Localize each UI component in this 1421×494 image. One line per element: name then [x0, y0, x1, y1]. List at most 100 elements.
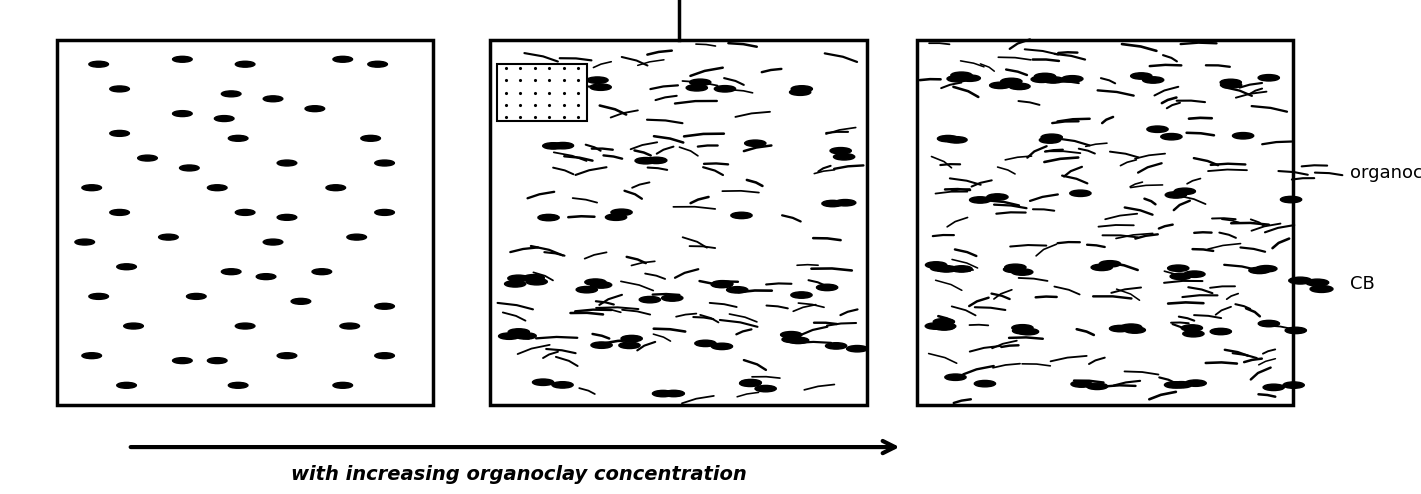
Ellipse shape [695, 340, 716, 347]
Ellipse shape [790, 89, 811, 95]
Ellipse shape [1285, 327, 1306, 333]
Ellipse shape [662, 295, 684, 301]
Text: organoclay: organoclay [1350, 164, 1421, 182]
Ellipse shape [375, 303, 395, 309]
Ellipse shape [333, 56, 352, 62]
Ellipse shape [523, 275, 544, 281]
Ellipse shape [959, 75, 980, 82]
Ellipse shape [710, 281, 732, 288]
Ellipse shape [605, 214, 627, 220]
Ellipse shape [1258, 320, 1279, 327]
Ellipse shape [1012, 325, 1033, 331]
Ellipse shape [936, 266, 956, 272]
Ellipse shape [117, 382, 136, 388]
Ellipse shape [109, 209, 129, 215]
Ellipse shape [934, 319, 955, 325]
Ellipse shape [645, 157, 666, 164]
Ellipse shape [186, 293, 206, 299]
Ellipse shape [834, 200, 855, 206]
Text: with increasing organoclay concentration: with increasing organoclay concentration [291, 465, 746, 484]
Ellipse shape [514, 333, 536, 339]
Ellipse shape [969, 197, 990, 203]
Ellipse shape [621, 335, 642, 342]
Ellipse shape [375, 353, 395, 359]
Ellipse shape [553, 142, 574, 149]
Ellipse shape [256, 274, 276, 280]
Ellipse shape [159, 234, 178, 240]
Ellipse shape [539, 214, 560, 221]
Bar [917, 40, 1293, 405]
Ellipse shape [925, 262, 946, 268]
Ellipse shape [138, 155, 158, 161]
Ellipse shape [1181, 325, 1202, 331]
Ellipse shape [951, 72, 972, 79]
Ellipse shape [543, 143, 564, 149]
Ellipse shape [277, 214, 297, 220]
Ellipse shape [591, 342, 612, 348]
Ellipse shape [222, 269, 242, 275]
Ellipse shape [715, 85, 736, 92]
Ellipse shape [215, 116, 234, 122]
Ellipse shape [499, 333, 520, 339]
Ellipse shape [639, 296, 661, 303]
Ellipse shape [1184, 271, 1205, 278]
Ellipse shape [75, 239, 95, 245]
Ellipse shape [82, 185, 101, 191]
Ellipse shape [277, 353, 297, 359]
Ellipse shape [931, 265, 952, 271]
Ellipse shape [1009, 83, 1030, 89]
Ellipse shape [1263, 384, 1285, 391]
Ellipse shape [1131, 73, 1152, 79]
Ellipse shape [782, 336, 803, 343]
Bar [490, 40, 867, 405]
Ellipse shape [1100, 261, 1121, 267]
Ellipse shape [1032, 76, 1053, 82]
Ellipse shape [652, 390, 674, 397]
Ellipse shape [1121, 324, 1141, 330]
Ellipse shape [1000, 78, 1022, 84]
Ellipse shape [1280, 196, 1302, 203]
Ellipse shape [1165, 192, 1187, 198]
Ellipse shape [587, 77, 608, 83]
Ellipse shape [791, 292, 811, 298]
Ellipse shape [726, 287, 747, 293]
Ellipse shape [1087, 383, 1108, 390]
Bar [57, 40, 433, 405]
Ellipse shape [1091, 264, 1113, 271]
Ellipse shape [591, 282, 611, 288]
Ellipse shape [1070, 190, 1091, 197]
Ellipse shape [504, 281, 526, 287]
Ellipse shape [740, 379, 762, 386]
Ellipse shape [90, 293, 108, 299]
Ellipse shape [1142, 77, 1164, 83]
Ellipse shape [938, 135, 959, 142]
Ellipse shape [306, 106, 324, 112]
Ellipse shape [780, 331, 801, 338]
Ellipse shape [791, 86, 813, 92]
Ellipse shape [1164, 382, 1185, 388]
Ellipse shape [946, 76, 968, 82]
Ellipse shape [590, 84, 611, 90]
Ellipse shape [1017, 329, 1039, 335]
Ellipse shape [1161, 133, 1182, 140]
Ellipse shape [1005, 264, 1026, 271]
Ellipse shape [826, 343, 847, 349]
Ellipse shape [934, 324, 955, 330]
Ellipse shape [291, 298, 311, 304]
Ellipse shape [1124, 327, 1145, 333]
Ellipse shape [277, 160, 297, 166]
Ellipse shape [755, 385, 776, 392]
Ellipse shape [530, 86, 551, 93]
Ellipse shape [109, 86, 129, 92]
Ellipse shape [739, 380, 760, 386]
Ellipse shape [236, 209, 254, 215]
Ellipse shape [229, 135, 247, 141]
Ellipse shape [945, 374, 966, 380]
Ellipse shape [172, 56, 192, 62]
Ellipse shape [1071, 381, 1093, 387]
Ellipse shape [313, 269, 331, 275]
Ellipse shape [817, 284, 838, 290]
Ellipse shape [986, 194, 1007, 200]
Ellipse shape [124, 323, 144, 329]
Ellipse shape [1232, 132, 1253, 139]
